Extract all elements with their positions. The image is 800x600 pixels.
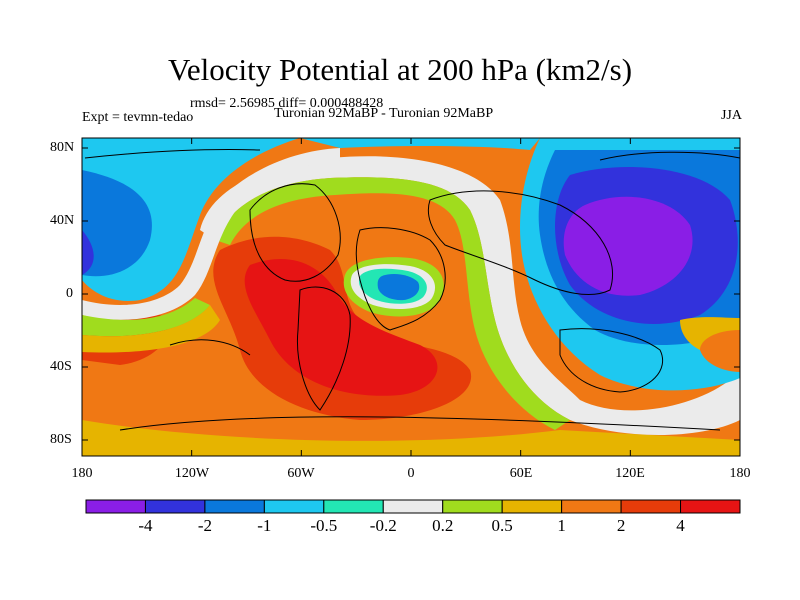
x-label-0: 0 bbox=[407, 466, 415, 481]
colorbar-label: -1 bbox=[257, 516, 272, 535]
contour-fill-layer bbox=[82, 138, 740, 456]
colorbar-swatch bbox=[263, 499, 325, 514]
axis-ticks bbox=[81, 138, 741, 456]
y-label-40s: 40S bbox=[50, 359, 72, 374]
colorbar-swatch bbox=[204, 499, 265, 514]
colorbar-label: 1 bbox=[557, 516, 566, 535]
colorbar-swatch bbox=[620, 499, 682, 514]
colorbar-swatch bbox=[323, 499, 384, 514]
season-label: JJA bbox=[720, 108, 742, 123]
colorbar-label: 4 bbox=[676, 516, 685, 535]
x-label-180e: 180 bbox=[729, 466, 751, 481]
colorbar bbox=[85, 499, 741, 514]
x-label-60w: 60W bbox=[287, 466, 315, 481]
colorbar-swatch bbox=[680, 499, 741, 514]
colorbar-label: -4 bbox=[138, 516, 153, 535]
colorbar-label: -0.5 bbox=[310, 516, 338, 535]
colorbar-label: -2 bbox=[197, 516, 212, 535]
experiment-label: Expt = tevmn-tedao bbox=[82, 110, 194, 125]
y-label-40n: 40N bbox=[50, 213, 75, 228]
colorbar-label: 0.5 bbox=[491, 516, 513, 535]
page-title: Velocity Potential at 200 hPa (km2/s) bbox=[167, 52, 633, 87]
y-label-80n: 80N bbox=[50, 140, 75, 155]
colorbar-swatch bbox=[382, 499, 444, 514]
x-label-180w: 180 bbox=[71, 466, 93, 481]
coastline-layer bbox=[84, 148, 740, 431]
colorbar-swatch bbox=[561, 499, 622, 514]
y-label-0: 0 bbox=[66, 286, 73, 301]
x-label-120w: 120W bbox=[174, 466, 210, 481]
x-label-120e: 120E bbox=[615, 466, 645, 481]
rmsd-diff-stats: rmsd= 2.56985 diff= 0.000488428 bbox=[190, 96, 384, 111]
colorbar-swatch bbox=[501, 499, 563, 514]
x-label-60e: 60E bbox=[509, 466, 533, 481]
colorbar-label: 0.2 bbox=[432, 516, 454, 535]
colorbar-label: -0.2 bbox=[369, 516, 397, 535]
y-label-80s: 80S bbox=[50, 432, 72, 447]
colorbar-label: 2 bbox=[616, 516, 626, 535]
period-label: Turonian 92MaBP - Turonian 92MaBP bbox=[274, 106, 494, 121]
colorbar-swatch bbox=[85, 499, 146, 514]
colorbar-swatch bbox=[442, 499, 503, 514]
colorbar-swatch bbox=[144, 499, 206, 514]
